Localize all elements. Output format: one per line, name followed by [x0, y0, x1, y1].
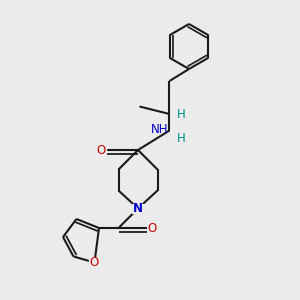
Text: O: O: [97, 143, 106, 157]
Text: H: H: [177, 131, 186, 145]
Text: N: N: [133, 202, 143, 215]
Text: O: O: [148, 221, 157, 235]
Text: O: O: [90, 256, 99, 269]
Text: NH: NH: [151, 122, 168, 136]
Bar: [88, 258, 101, 267]
Bar: [97, 147, 106, 153]
Bar: [148, 225, 157, 231]
Bar: [132, 204, 144, 213]
Text: H: H: [177, 107, 186, 121]
